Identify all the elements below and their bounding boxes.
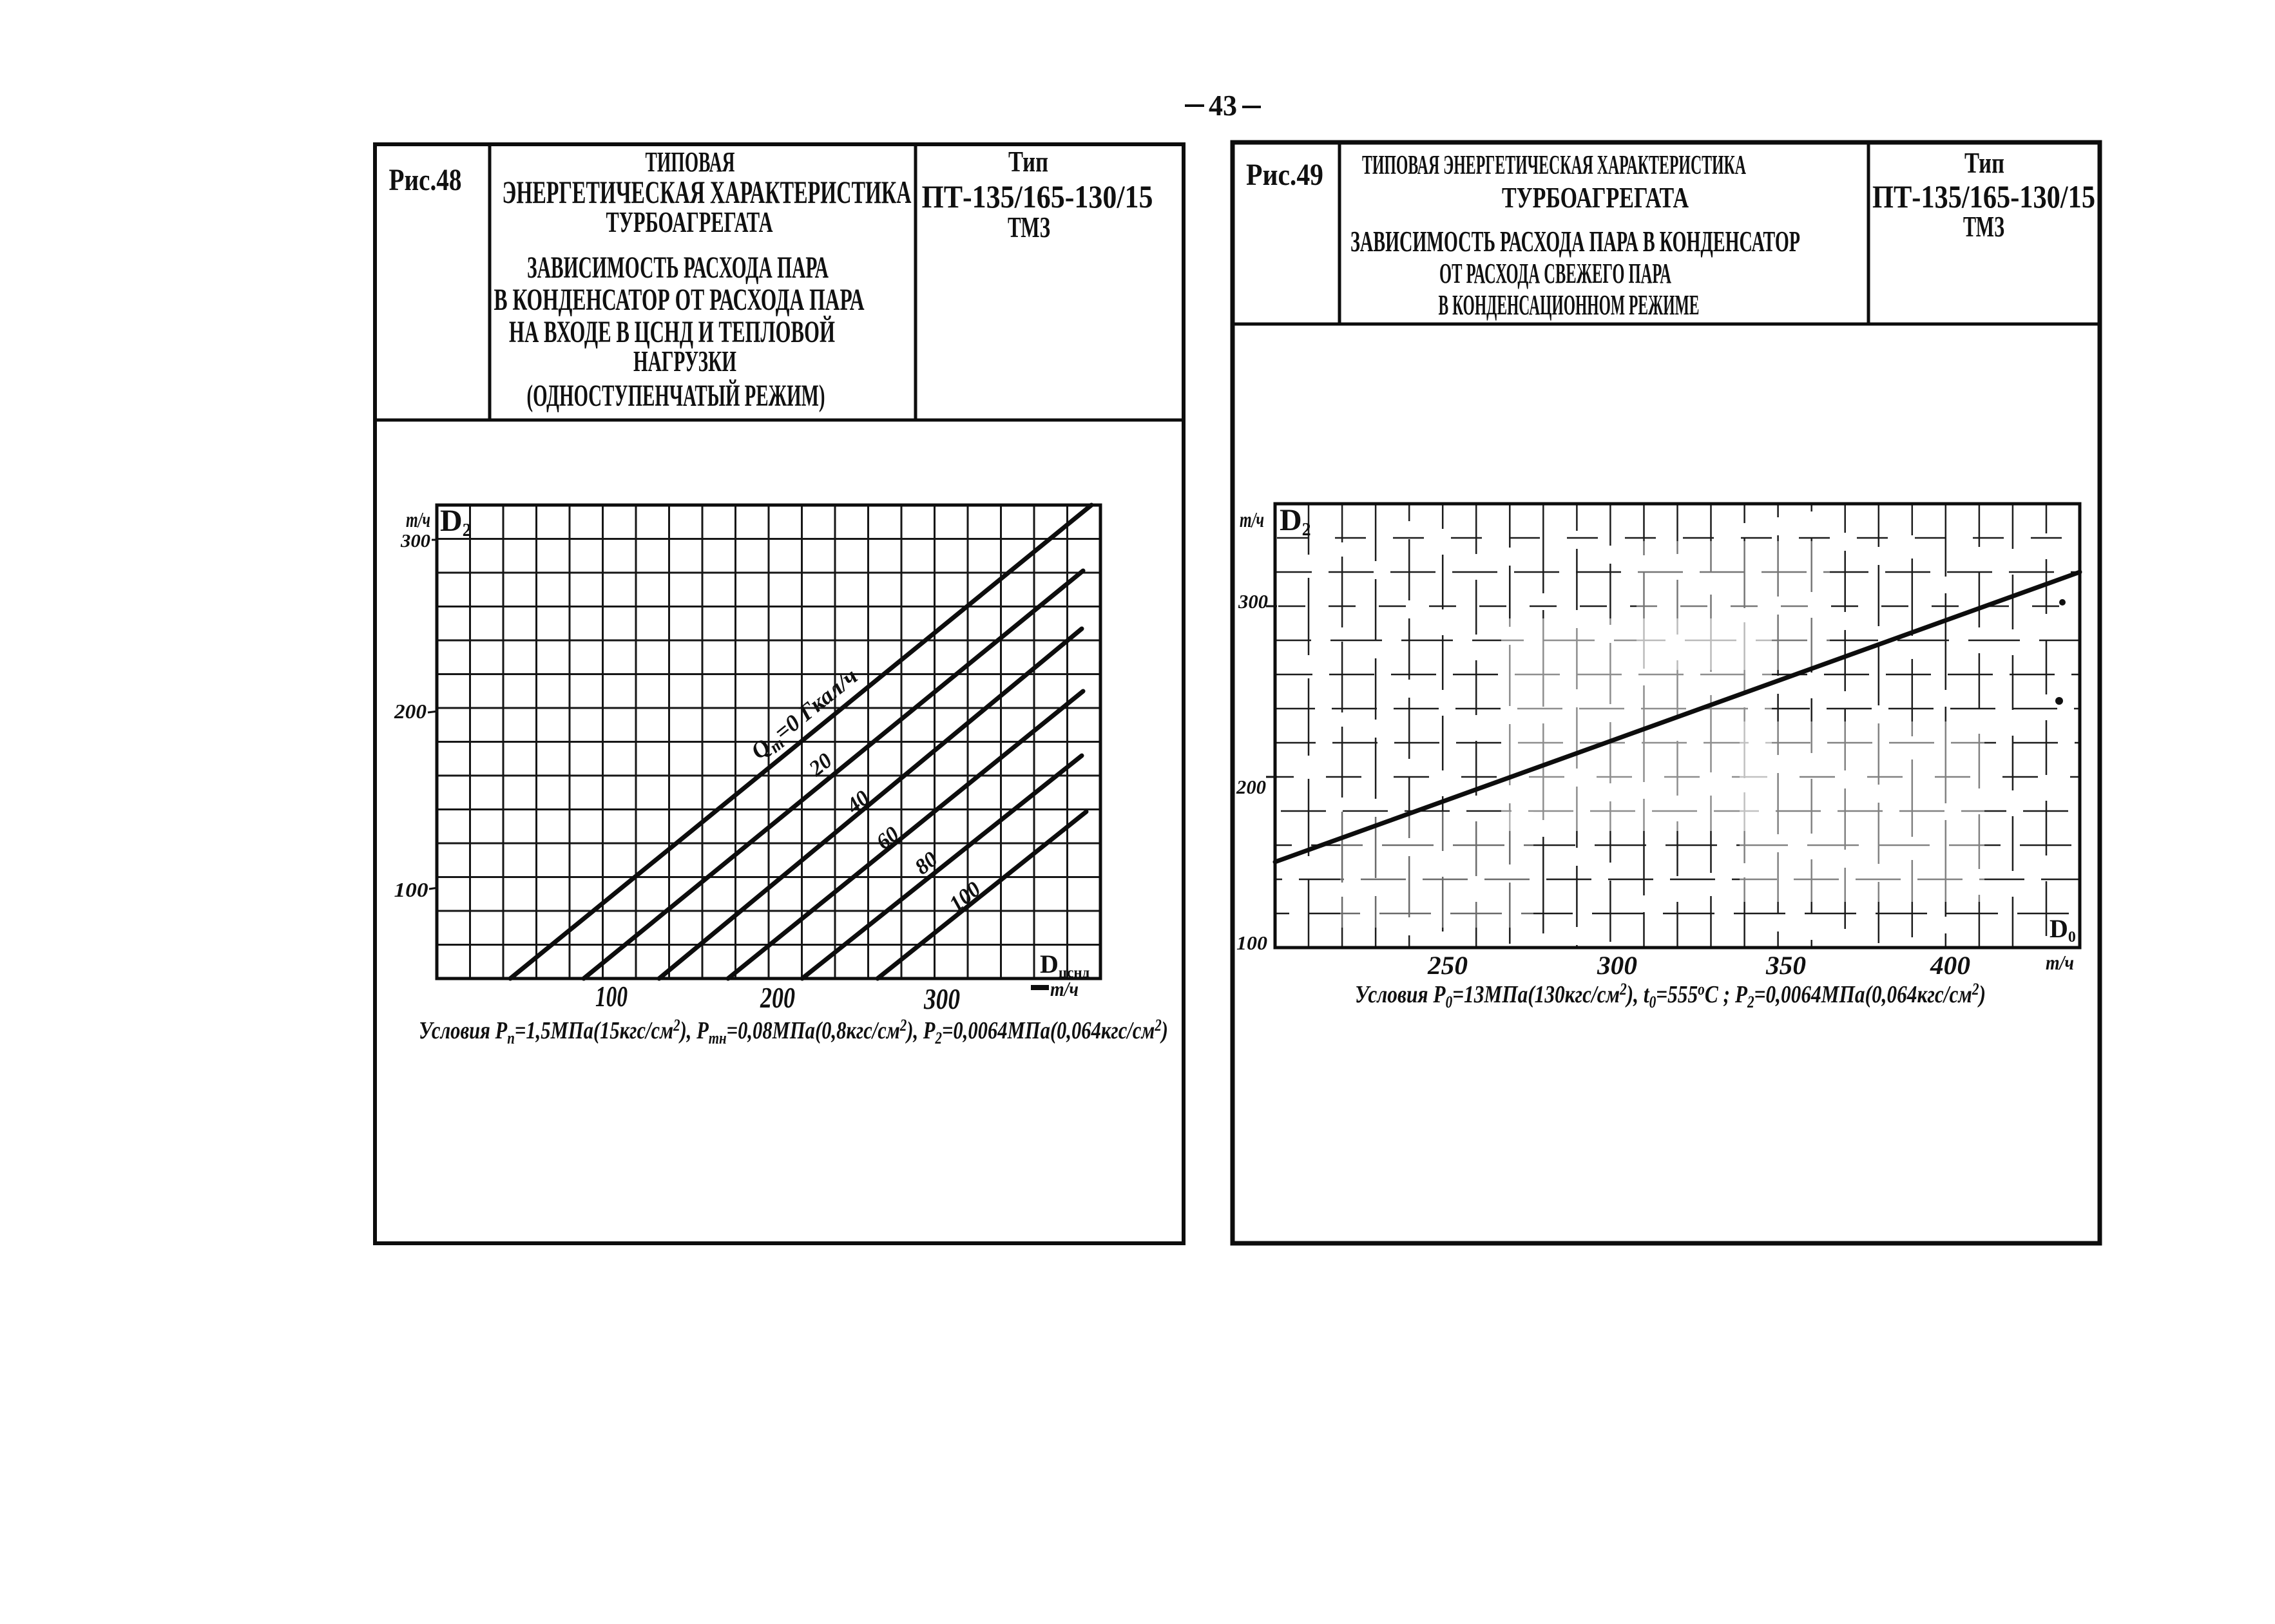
svg-text:ЗАВИСИМОСТЬ РАСХОДА ПАРА: ЗАВИСИМОСТЬ РАСХОДА ПАРА: [527, 251, 829, 285]
svg-text:ЗАВИСИМОСТЬ РАСХОДА ПАРА В КОН: ЗАВИСИМОСТЬ РАСХОДА ПАРА В КОНДЕНСАТОР: [1350, 225, 1800, 258]
svg-text:(ОДНОСТУПЕНЧАТЫЙ РЕЖИМ): (ОДНОСТУПЕНЧАТЫЙ РЕЖИМ): [527, 379, 825, 413]
svg-text:Условия Р0=13МПа(130кгс/см2): Условия Р0=13МПа(130кгс/см2), t0=555оС ;…: [1355, 980, 1986, 1011]
svg-text:НА ВХОДЕ В ЦСНД И ТЕПЛОВОЙ: НА ВХОДЕ В ЦСНД И ТЕПЛОВОЙ: [509, 315, 835, 349]
svg-text:400: 400: [1930, 951, 1970, 980]
svg-text:Тип: Тип: [1008, 145, 1048, 178]
svg-text:100: 100: [394, 878, 428, 901]
svg-text:т/ч: т/ч: [406, 508, 430, 532]
svg-text:ПТ-135/165-130/15: ПТ-135/165-130/15: [922, 178, 1153, 215]
svg-text:Рис.48: Рис.48: [389, 163, 462, 197]
svg-text:ТИПОВАЯ ЭНЕРГЕТИЧЕСКАЯ ХАРАКТЕ: ТИПОВАЯ ЭНЕРГЕТИЧЕСКАЯ ХАРАКТЕРИСТИКА: [1362, 151, 1746, 180]
svg-text:ПТ-135/165-130/15: ПТ-135/165-130/15: [1872, 178, 2095, 215]
svg-text:100: 100: [595, 980, 628, 1013]
svg-text:ТИПОВАЯ: ТИПОВАЯ: [646, 146, 735, 178]
svg-text:Рис.49: Рис.49: [1246, 158, 1323, 192]
svg-text:ТУРБОАГРЕГАТА: ТУРБОАГРЕГАТА: [1502, 181, 1689, 214]
svg-text:100: 100: [1236, 931, 1267, 954]
svg-text:350: 350: [1765, 951, 1806, 980]
svg-text:ЭНЕРГЕТИЧЕСКАЯ ХАРАКТЕРИСТИКА: ЭНЕРГЕТИЧЕСКАЯ ХАРАКТЕРИСТИКА: [503, 174, 912, 210]
svg-text:200: 200: [760, 981, 795, 1014]
svg-text:В КОНДЕНСАТОР ОТ РАСХОДА ПАРА: В КОНДЕНСАТОР ОТ РАСХОДА ПАРА: [494, 283, 865, 317]
svg-text:200: 200: [1236, 776, 1266, 798]
svg-text:ТМЗ: ТМЗ: [1963, 210, 2004, 243]
svg-text:250: 250: [1427, 951, 1468, 980]
svg-text:300: 300: [1597, 951, 1637, 980]
svg-text:Условия Рп=1,5МПа(15кгс/см2),: Условия Рп=1,5МПа(15кгс/см2), Ртн=0,08МП…: [419, 1016, 1168, 1047]
svg-text:ТМЗ: ТМЗ: [1008, 211, 1050, 244]
svg-text:200: 200: [394, 700, 427, 723]
svg-text:т/ч: т/ч: [1050, 977, 1079, 1000]
svg-text:Тип: Тип: [1964, 146, 2004, 179]
svg-text:300: 300: [400, 531, 430, 551]
svg-text:300: 300: [923, 982, 960, 1015]
svg-text:43: 43: [1209, 89, 1237, 122]
svg-text:300: 300: [1238, 590, 1268, 613]
svg-text:В КОНДЕНСАЦИОННОМ РЕЖИМЕ: В КОНДЕНСАЦИОННОМ РЕЖИМЕ: [1439, 289, 1700, 321]
svg-text:ОТ РАСХОДА СВЕЖЕГО ПАРА: ОТ РАСХОДА СВЕЖЕГО ПАРА: [1439, 258, 1671, 289]
svg-text:т/ч: т/ч: [1240, 508, 1264, 532]
svg-text:НАГРУЗКИ: НАГРУЗКИ: [633, 345, 736, 377]
svg-text:ТУРБОАГРЕГАТА: ТУРБОАГРЕГАТА: [606, 205, 773, 238]
svg-text:т/ч: т/ч: [2046, 951, 2074, 974]
